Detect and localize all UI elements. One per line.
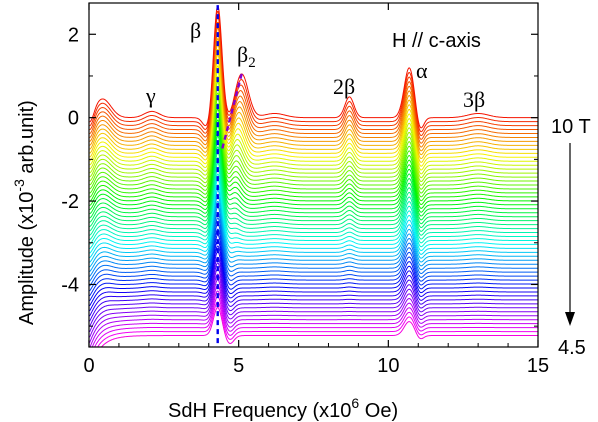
sdh-trace [89, 211, 538, 282]
sdh-trace [89, 140, 538, 225]
sdh-trace [89, 284, 538, 347]
sdh-trace [89, 135, 538, 221]
sdh-trace [89, 178, 538, 254]
sdh-trace [100, 307, 538, 347]
sdh-trace [89, 92, 538, 190]
sdh-trace [89, 32, 538, 148]
sdh-trace [94, 296, 538, 347]
x-axis-label: SdH Frequency (x106 Oe) [168, 395, 398, 422]
sdh-trace [89, 54, 538, 163]
sdh-trace [89, 5, 538, 129]
sdh-trace [89, 124, 538, 213]
sdh-trace [89, 228, 538, 297]
sdh-trace [89, 27, 538, 144]
y-tick-label: -2 [61, 191, 79, 213]
sdh-trace [89, 76, 538, 179]
beta2-guide-line [221, 73, 243, 150]
field-end-label: 4.5 [558, 337, 586, 359]
sdh-trace [89, 21, 538, 140]
peak-label-beta2: β2 [237, 42, 256, 71]
peak-label-gamma: γ [145, 83, 156, 108]
x-tick-label: 10 [377, 355, 399, 377]
sdh-trace [89, 268, 538, 333]
sdh-trace [89, 70, 538, 175]
plot-frame [88, 2, 539, 348]
peak-label-beta: β [190, 18, 201, 43]
sdh-trace [89, 43, 538, 156]
sdh-trace [89, 157, 538, 236]
sdh-trace [89, 167, 538, 245]
sdh-trace [89, 240, 538, 307]
sdh-trace [89, 81, 538, 183]
sdh-trace [89, 173, 538, 250]
sdh-trace [89, 234, 538, 302]
axis-ticks: 0 5 10 15 -4 -2 0 2 [61, 3, 549, 377]
sdh-trace [89, 97, 538, 194]
peak-label-beta2-sub: 2 [248, 55, 256, 71]
sdh-trace [89, 245, 538, 312]
x-axis-label-end: Oe) [359, 400, 398, 422]
x-tick-label: 15 [527, 355, 549, 377]
sdh-trace [89, 206, 538, 277]
peak-label-3beta: 3β [463, 87, 485, 112]
sdh-trace [91, 290, 538, 347]
sdh-trace [89, 162, 538, 241]
x-axis-label-sup: 6 [351, 395, 359, 411]
y-axis-label: Amplitude (x10-3 arb.unit) [11, 100, 38, 325]
sdh-trace [89, 195, 538, 268]
sdh-trace [89, 279, 538, 343]
peak-label-alpha: α [416, 58, 428, 83]
sdh-trace [89, 10, 538, 133]
field-direction-label: H // c-axis [392, 30, 481, 52]
sdh-trace [89, 200, 538, 273]
field-sweep-arrowhead [565, 312, 575, 326]
sdh-trace [89, 16, 538, 137]
sdh-trace [89, 184, 538, 259]
y-axis-label-end: arb.unit) [16, 100, 38, 179]
peak-label-2beta: 2β [333, 74, 355, 99]
traces-group [89, 5, 538, 347]
sdh-trace [89, 87, 538, 186]
y-tick-label: 2 [68, 24, 79, 46]
sdh-trace [89, 262, 538, 327]
sdh-trace [89, 146, 538, 229]
y-axis-label-sup: -3 [11, 179, 27, 192]
sdh-trace [96, 301, 538, 347]
sdh-trace [89, 256, 538, 322]
sdh-trace [89, 189, 538, 263]
sdh-trace [89, 108, 538, 202]
x-tick-label: 5 [233, 355, 244, 377]
y-axis-label-main: Amplitude (x10 [16, 192, 38, 325]
sdh-trace [89, 273, 538, 338]
sdh-trace [89, 223, 538, 292]
sdh-trace [89, 103, 538, 198]
y-tick-label: -4 [61, 274, 79, 296]
sdh-trace [89, 151, 538, 232]
sdh-trace [89, 60, 538, 167]
sdh-trace [89, 49, 538, 160]
y-tick-label: 0 [68, 108, 79, 130]
sdh-trace [89, 130, 538, 217]
sdh-trace [89, 114, 538, 206]
sdh-trace [89, 217, 538, 287]
field-start-label: 10 T [551, 116, 591, 138]
sdh-trace [89, 251, 538, 317]
sdh-trace [89, 119, 538, 209]
x-tick-label: 0 [83, 355, 94, 377]
sdh-trace [89, 65, 538, 171]
sdh-trace [89, 38, 538, 152]
peak-guides [216, 5, 243, 347]
x-axis-label-main: SdH Frequency (x10 [168, 400, 351, 422]
peak-label-beta2-main: β [237, 42, 248, 67]
